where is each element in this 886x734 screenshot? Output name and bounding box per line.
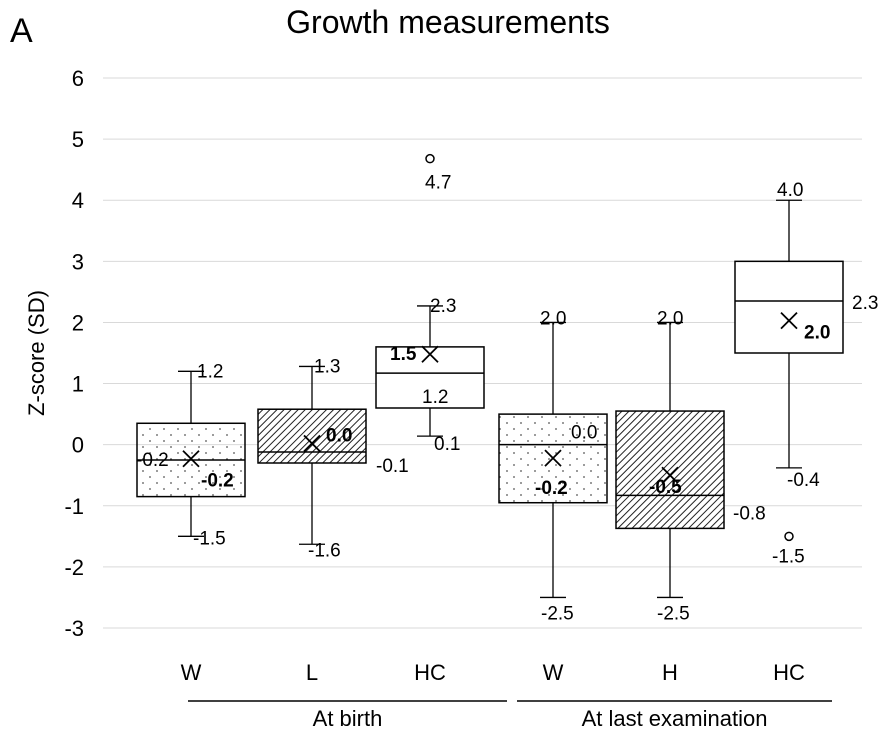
mean-marker [780, 311, 798, 330]
outlier-point [784, 531, 794, 542]
outlier-point [425, 153, 435, 164]
mean-marker [544, 449, 562, 467]
mean-value-label: 1.5 [390, 344, 417, 365]
mean-x-stroke [661, 466, 679, 484]
mean-value-label: -0.2 [535, 478, 568, 499]
y-tick-label: -1 [64, 494, 84, 519]
max-value-label: 1.3 [314, 356, 340, 377]
category-label: W [543, 660, 564, 685]
median-value-label: 1.2 [422, 387, 448, 408]
min-value-label: 0.1 [434, 434, 460, 455]
min-value-label: -2.5 [541, 603, 574, 624]
mean-x-stroke [421, 345, 439, 363]
group-label: At last examination [582, 706, 768, 731]
iqr-box [615, 410, 725, 530]
category-label: HC [414, 660, 446, 685]
mean-x-stroke [780, 311, 798, 330]
category-labels: W L HC W H HC [181, 660, 805, 685]
outlier-value-label: 4.7 [425, 173, 451, 194]
max-value-label: 2.0 [657, 308, 683, 329]
box-at-last-examination-w: 2.0 0.0 -0.2 -2.5 [498, 308, 608, 624]
median-value-label: -0.2 [136, 450, 169, 471]
category-label: H [662, 660, 678, 685]
panel-letter: A [10, 12, 33, 50]
group-labels: At birth At last examination [188, 700, 832, 731]
mean-marker [421, 345, 439, 363]
mean-x-stroke [303, 434, 321, 453]
max-value-label: 4.0 [777, 180, 803, 201]
min-value-label: -0.4 [787, 470, 820, 491]
median-value-label: 0.0 [571, 423, 597, 444]
category-label: HC [773, 660, 805, 685]
box-at-last-examination-h: 2.0 -0.5 -0.8 -2.5 [615, 308, 766, 624]
mean-x-stroke [544, 449, 562, 467]
min-value-label: -1.6 [308, 540, 341, 561]
y-tick-label: 6 [72, 66, 84, 91]
mean-value-label: 2.0 [804, 323, 830, 344]
y-axis-ticks: -3 -2 -1 0 1 2 3 4 5 6 [64, 66, 84, 641]
max-value-label: 2.0 [540, 308, 566, 329]
box-at-birth-w: 1.2 -0.2 -0.2 -1.5 [136, 361, 246, 549]
box-at-birth-hc: 4.7 2.3 1.5 1.2 0.1 [375, 153, 485, 455]
iqr-box [734, 260, 844, 354]
mean-x-stroke [182, 450, 200, 468]
group-label: At birth [313, 706, 383, 731]
mean-marker [303, 434, 321, 453]
boxes: 1.2-0.2-0.2-1.51.30.0-0.1-1.64.72.31.51.… [136, 153, 878, 624]
mean-marker [661, 466, 679, 484]
mean-value-label: -0.5 [649, 477, 682, 498]
y-tick-label: 0 [72, 433, 84, 458]
min-value-label: -2.5 [657, 603, 690, 624]
max-value-label: 2.3 [430, 296, 456, 317]
outlier-value-label: -1.5 [772, 546, 805, 567]
y-tick-label: 3 [72, 249, 84, 274]
mean-value-label: 0.0 [326, 425, 352, 446]
max-value-label: 1.2 [197, 361, 223, 382]
y-tick-label: 5 [72, 127, 84, 152]
median-value-label: 2.3 [852, 293, 878, 314]
category-label: W [181, 660, 202, 685]
mean-value-label: -0.2 [201, 471, 234, 492]
min-value-label: -1.5 [193, 528, 226, 549]
y-tick-label: -3 [64, 616, 84, 641]
category-label: L [306, 660, 318, 685]
y-tick-label: -2 [64, 555, 84, 580]
y-tick-label: 4 [72, 188, 84, 213]
y-tick-label: 2 [72, 310, 84, 335]
y-axis-label: Z-score (SD) [24, 290, 49, 416]
median-value-label: -0.8 [733, 503, 766, 524]
chart-title: Growth measurements [286, 4, 610, 40]
box-at-last-examination-hc: 4.0 2.3 2.0 -0.4 -1.5 [734, 180, 878, 567]
iqr-box [375, 346, 485, 409]
mean-marker [182, 450, 200, 468]
y-tick-label: 1 [72, 372, 84, 397]
median-value-label: -0.1 [376, 456, 409, 477]
box-at-birth-l: 1.3 0.0 -0.1 -1.6 [257, 356, 409, 561]
iqr-box [257, 408, 367, 464]
gridlines [103, 77, 862, 629]
